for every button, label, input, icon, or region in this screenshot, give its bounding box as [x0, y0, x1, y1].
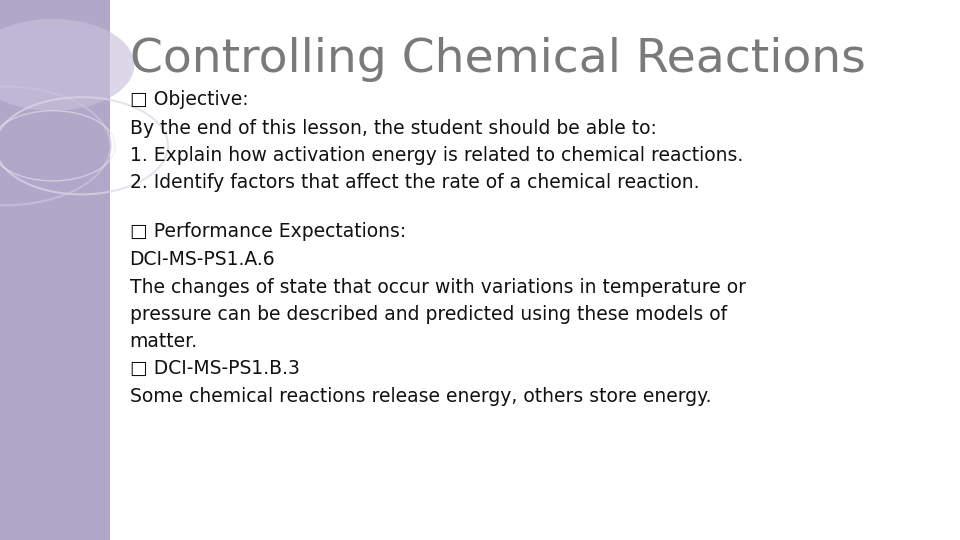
Bar: [0, 0, 110, 540]
Text: matter.: matter.: [130, 332, 198, 351]
Text: DCI-MS-PS1.A.6: DCI-MS-PS1.A.6: [130, 249, 276, 269]
Text: 2. Identify factors that affect the rate of a chemical reaction.: 2. Identify factors that affect the rate…: [130, 173, 699, 192]
Text: Controlling Chemical Reactions: Controlling Chemical Reactions: [130, 37, 865, 82]
Text: Some chemical reactions release energy, others store energy.: Some chemical reactions release energy, …: [130, 387, 711, 407]
Circle shape: [0, 19, 134, 111]
Text: □ Objective:: □ Objective:: [130, 90, 249, 110]
Text: □ DCI-MS-PS1.B.3: □ DCI-MS-PS1.B.3: [130, 359, 300, 378]
Text: 1. Explain how activation energy is related to chemical reactions.: 1. Explain how activation energy is rela…: [130, 146, 743, 165]
Text: □ Performance Expectations:: □ Performance Expectations:: [130, 221, 406, 241]
Text: pressure can be described and predicted using these models of: pressure can be described and predicted …: [130, 305, 727, 324]
Text: By the end of this lesson, the student should be able to:: By the end of this lesson, the student s…: [130, 119, 657, 138]
Text: The changes of state that occur with variations in temperature or: The changes of state that occur with var…: [130, 278, 746, 297]
